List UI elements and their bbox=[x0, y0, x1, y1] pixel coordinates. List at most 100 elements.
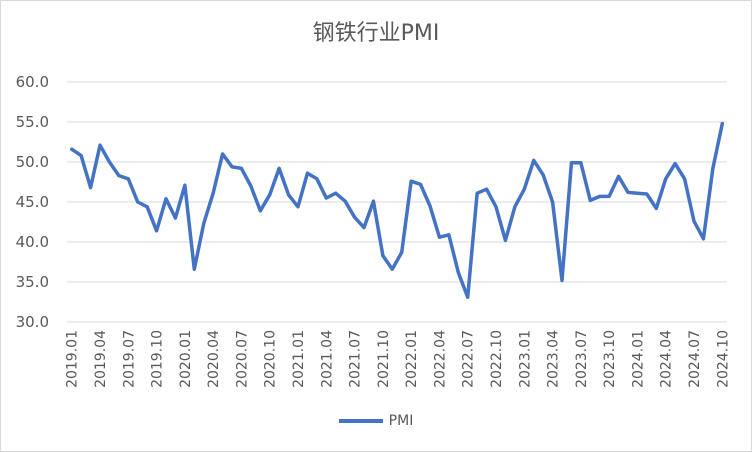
data-point bbox=[89, 186, 93, 190]
x-tick-label: 2024.10 bbox=[715, 330, 731, 388]
data-point bbox=[296, 205, 300, 209]
data-point bbox=[287, 193, 291, 197]
data-point bbox=[305, 171, 309, 175]
data-point bbox=[626, 190, 630, 194]
x-tick-label: 2021.07 bbox=[348, 330, 364, 388]
data-point bbox=[683, 177, 687, 181]
data-point bbox=[145, 205, 149, 209]
x-tick-label: 2019.01 bbox=[65, 330, 81, 388]
y-tick-label: 55.0 bbox=[16, 113, 49, 131]
data-point bbox=[692, 219, 696, 223]
data-point bbox=[315, 177, 319, 181]
data-point bbox=[494, 205, 498, 209]
data-point bbox=[437, 235, 441, 239]
data-point bbox=[569, 161, 573, 165]
data-point bbox=[645, 192, 649, 196]
chart-title: 钢铁行业PMI bbox=[312, 21, 440, 46]
data-point bbox=[701, 237, 705, 241]
x-tick-label: 2022.04 bbox=[432, 330, 448, 388]
data-point bbox=[617, 174, 621, 178]
data-point bbox=[362, 226, 366, 230]
x-tick-label: 2023.07 bbox=[574, 330, 590, 388]
data-point bbox=[211, 191, 215, 195]
data-point bbox=[202, 222, 206, 226]
y-tick-label: 40.0 bbox=[16, 233, 49, 251]
data-point bbox=[485, 187, 489, 191]
x-tick-label: 2019.10 bbox=[150, 330, 166, 388]
data-point bbox=[164, 197, 168, 201]
x-tick-label: 2020.07 bbox=[234, 330, 250, 388]
legend: PMI bbox=[1, 413, 751, 429]
data-point bbox=[654, 206, 658, 210]
data-point bbox=[522, 187, 526, 191]
data-point bbox=[371, 199, 375, 203]
x-tick-label: 2020.04 bbox=[206, 330, 222, 388]
legend-label-pmi: PMI bbox=[388, 413, 414, 429]
data-point bbox=[126, 177, 130, 181]
x-tick-label: 2023.04 bbox=[546, 330, 562, 388]
data-point bbox=[400, 250, 404, 254]
x-tick-label: 2021.04 bbox=[319, 330, 335, 388]
data-point bbox=[70, 147, 74, 151]
legend-swatch-pmi bbox=[338, 419, 383, 423]
data-point bbox=[466, 295, 470, 299]
data-point bbox=[503, 238, 507, 242]
data-point bbox=[598, 194, 602, 198]
x-tick-label: 2024.01 bbox=[630, 330, 646, 388]
data-point bbox=[277, 166, 281, 170]
x-tick-label: 2020.01 bbox=[178, 330, 194, 388]
y-axis-ticks: 30.0 35.0 40.0 45.0 50.0 55.0 60.0 bbox=[16, 73, 49, 331]
x-tick-label: 2022.01 bbox=[404, 330, 420, 388]
x-tick-label: 2023.10 bbox=[602, 330, 618, 388]
data-point bbox=[221, 152, 225, 156]
data-point bbox=[551, 200, 555, 204]
data-point bbox=[239, 166, 243, 170]
data-point bbox=[230, 165, 234, 169]
y-tick-label: 35.0 bbox=[16, 273, 49, 291]
y-tick-label: 60.0 bbox=[16, 73, 49, 91]
data-point bbox=[249, 184, 253, 188]
data-point bbox=[268, 193, 272, 197]
data-point bbox=[579, 161, 583, 165]
data-point bbox=[588, 198, 592, 202]
data-point bbox=[532, 158, 536, 162]
data-point bbox=[475, 191, 479, 195]
x-tick-label: 2023.01 bbox=[517, 330, 533, 388]
x-tick-label: 2022.10 bbox=[489, 330, 505, 388]
data-point bbox=[428, 204, 432, 208]
data-point bbox=[192, 267, 196, 271]
x-tick-label: 2021.01 bbox=[291, 330, 307, 388]
data-point bbox=[664, 177, 668, 181]
data-point bbox=[447, 233, 451, 237]
data-point bbox=[79, 154, 83, 158]
data-point bbox=[353, 215, 357, 219]
y-tick-label: 45.0 bbox=[16, 193, 49, 211]
data-point bbox=[607, 194, 611, 198]
data-point bbox=[334, 191, 338, 195]
data-point bbox=[456, 270, 460, 274]
data-point bbox=[560, 278, 564, 282]
data-point bbox=[673, 162, 677, 166]
series-line-pmi bbox=[69, 121, 725, 299]
data-point bbox=[117, 174, 121, 178]
x-tick-label: 2021.10 bbox=[376, 330, 392, 388]
x-tick-label: 2022.07 bbox=[461, 330, 477, 388]
data-point bbox=[635, 191, 639, 195]
y-tick-label: 50.0 bbox=[16, 153, 49, 171]
data-point bbox=[98, 143, 102, 147]
data-point bbox=[155, 229, 159, 233]
data-point bbox=[711, 166, 715, 170]
data-point bbox=[541, 173, 545, 177]
series-layer bbox=[69, 121, 725, 299]
y-tick-label: 30.0 bbox=[16, 313, 49, 331]
x-axis-ticks: 2019.01 2019.04 2019.07 2019.10 2020.01 2020.… bbox=[65, 330, 732, 388]
x-tick-label: 2024.07 bbox=[687, 330, 703, 388]
data-point bbox=[409, 179, 413, 183]
x-tick-label: 2020.10 bbox=[263, 330, 279, 388]
data-point bbox=[183, 183, 187, 187]
x-tick-label: 2019.04 bbox=[93, 330, 109, 388]
x-tick-label: 2019.07 bbox=[121, 330, 137, 388]
data-point bbox=[513, 205, 517, 209]
